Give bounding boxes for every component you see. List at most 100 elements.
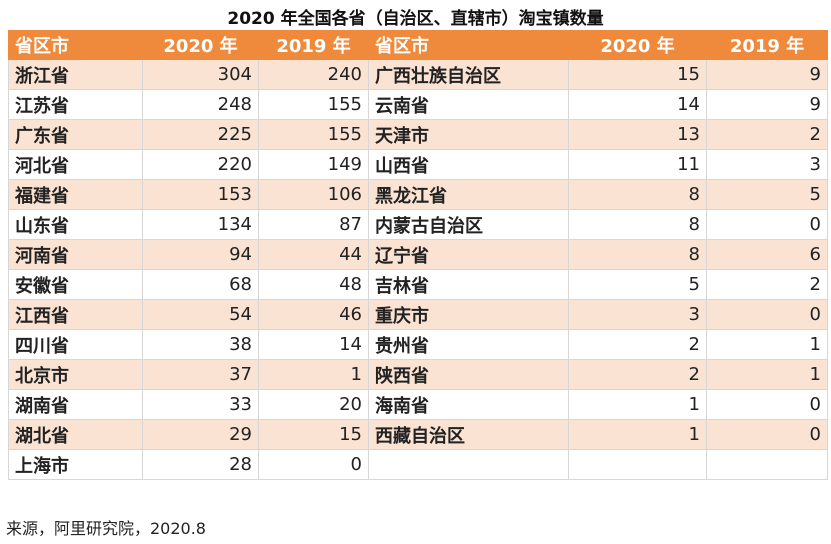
region-cell: 贵州省 [368, 329, 569, 360]
region-cell: 浙江省 [8, 59, 143, 90]
count-cell: 304 [142, 59, 259, 90]
region-cell: 河南省 [8, 239, 143, 270]
count-cell: 14 [568, 89, 707, 120]
count-cell: 1 [258, 359, 369, 390]
count-cell: 220 [142, 149, 259, 180]
region-cell: 天津市 [368, 119, 569, 150]
region-cell: 广西壮族自治区 [368, 59, 569, 90]
count-cell: 5 [568, 269, 707, 300]
count-cell: 155 [258, 119, 369, 150]
region-cell: 西藏自治区 [368, 419, 569, 450]
region-cell: 海南省 [368, 389, 569, 420]
count-cell: 29 [142, 419, 259, 450]
region-cell: 安徽省 [8, 269, 143, 300]
table-row: 江西省 54 46 重庆市 3 0 [8, 299, 828, 330]
count-cell: 44 [258, 239, 369, 270]
count-cell: 9 [706, 59, 828, 90]
header-cell: 2020 年 [142, 30, 259, 60]
region-cell: 山西省 [368, 149, 569, 180]
data-table: 省区市 2020 年 2019 年省区市 2020 年 2019 年浙江省 304 240 广… [8, 30, 828, 480]
table-row: 湖北省 29 15 西藏自治区 1 0 [8, 419, 828, 450]
header-cell: 省区市 [8, 30, 143, 60]
count-cell: 155 [258, 89, 369, 120]
table-row: 安徽省 68 48 吉林省 5 2 [8, 269, 828, 300]
count-cell: 33 [142, 389, 259, 420]
count-cell: 48 [258, 269, 369, 300]
count-cell: 0 [706, 299, 828, 330]
table-row: 河南省 94 44 辽宁省 8 6 [8, 239, 828, 270]
table-row: 福建省 153 106 黑龙江省 8 5 [8, 179, 828, 210]
region-cell: 四川省 [8, 329, 143, 360]
count-cell: 149 [258, 149, 369, 180]
count-cell: 5 [706, 179, 828, 210]
count-cell: 240 [258, 59, 369, 90]
region-cell: 福建省 [8, 179, 143, 210]
source-note: 来源，阿里研究院，2020.8 [6, 519, 206, 538]
count-cell: 2 [706, 119, 828, 150]
title: 2020 年全国各省（自治区、直辖市）淘宝镇数量 [227, 9, 604, 29]
count-cell: 20 [258, 389, 369, 420]
count-cell: 14 [258, 329, 369, 360]
table-row: 四川省 38 14 贵州省 2 1 [8, 329, 828, 360]
region-cell: 辽宁省 [368, 239, 569, 270]
empty-cell [568, 449, 707, 480]
count-cell: 0 [706, 389, 828, 420]
region-cell: 黑龙江省 [368, 179, 569, 210]
region-cell: 江西省 [8, 299, 143, 330]
header-row: 省区市 2020 年 2019 年省区市 2020 年 2019 年 [8, 30, 828, 60]
region-cell: 广东省 [8, 119, 143, 150]
count-cell: 225 [142, 119, 259, 150]
count-cell: 94 [142, 239, 259, 270]
region-cell: 河北省 [8, 149, 143, 180]
count-cell: 1 [706, 359, 828, 390]
count-cell: 13 [568, 119, 707, 150]
count-cell: 38 [142, 329, 259, 360]
region-cell: 重庆市 [368, 299, 569, 330]
table-row: 湖南省 33 20 海南省 1 0 [8, 389, 828, 420]
count-cell: 54 [142, 299, 259, 330]
count-cell: 153 [142, 179, 259, 210]
count-cell: 2 [568, 359, 707, 390]
count-cell: 2 [568, 329, 707, 360]
header-cell: 2019 年 [258, 30, 369, 60]
count-cell: 8 [568, 209, 707, 240]
count-cell: 3 [706, 149, 828, 180]
count-cell: 8 [568, 239, 707, 270]
table-row: 山东省 134 87 内蒙古自治区 8 0 [8, 209, 828, 240]
count-cell: 87 [258, 209, 369, 240]
region-cell: 云南省 [368, 89, 569, 120]
count-cell: 9 [706, 89, 828, 120]
count-cell: 28 [142, 449, 259, 480]
region-cell: 山东省 [8, 209, 143, 240]
region-cell: 江苏省 [8, 89, 143, 120]
count-cell: 106 [258, 179, 369, 210]
table-row: 北京市 37 1 陕西省 2 1 [8, 359, 828, 390]
count-cell: 0 [706, 419, 828, 450]
table-row: 河北省 220 149 山西省 11 3 [8, 149, 828, 180]
region-cell: 内蒙古自治区 [368, 209, 569, 240]
region-cell: 上海市 [8, 449, 143, 480]
header-cell: 2020 年 [568, 30, 707, 60]
count-cell: 15 [568, 59, 707, 90]
count-cell: 0 [706, 209, 828, 240]
region-cell: 湖南省 [8, 389, 143, 420]
count-cell: 1 [568, 419, 707, 450]
table-row: 江苏省 248 155 云南省 14 9 [8, 89, 828, 120]
table-body: 省区市 2020 年 2019 年省区市 2020 年 2019 年浙江省 304 240 广… [8, 30, 828, 480]
count-cell: 3 [568, 299, 707, 330]
count-cell: 11 [568, 149, 707, 180]
count-cell: 6 [706, 239, 828, 270]
count-cell: 248 [142, 89, 259, 120]
count-cell: 15 [258, 419, 369, 450]
header-cell: 省区市 [368, 30, 569, 60]
count-cell: 37 [142, 359, 259, 390]
count-cell: 68 [142, 269, 259, 300]
region-cell: 湖北省 [8, 419, 143, 450]
count-cell: 134 [142, 209, 259, 240]
count-cell: 8 [568, 179, 707, 210]
count-cell: 1 [706, 329, 828, 360]
region-cell: 吉林省 [368, 269, 569, 300]
table-row: 上海市 28 0 [8, 449, 828, 480]
empty-cell [706, 449, 828, 480]
